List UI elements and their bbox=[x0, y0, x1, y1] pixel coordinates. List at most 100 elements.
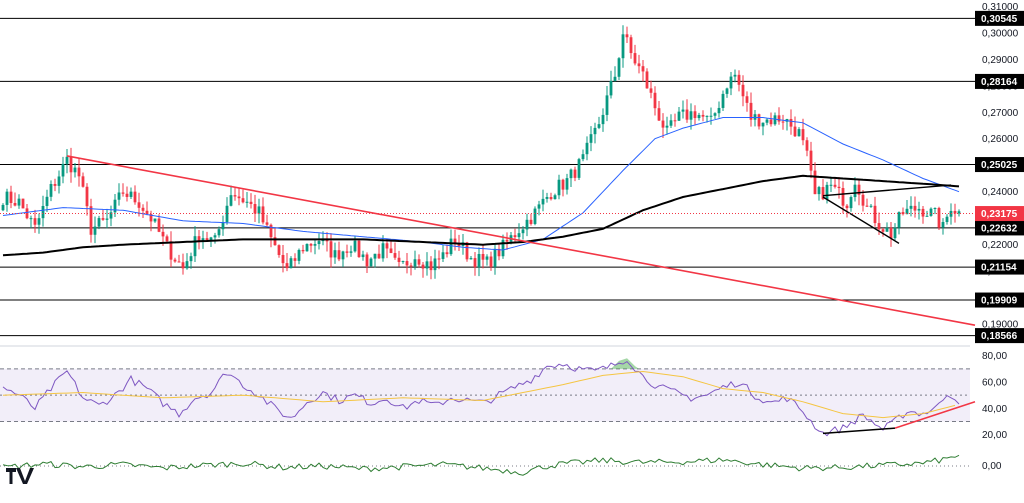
candle-body bbox=[193, 236, 197, 257]
candle bbox=[305, 243, 309, 252]
candle bbox=[813, 162, 817, 195]
candle bbox=[541, 189, 545, 212]
candle-body bbox=[421, 264, 425, 269]
candle bbox=[217, 226, 221, 238]
candle bbox=[557, 174, 561, 200]
candle-body bbox=[925, 215, 929, 217]
candle-body bbox=[861, 194, 865, 206]
candle-body bbox=[881, 229, 885, 232]
candle bbox=[121, 183, 125, 197]
candle-body bbox=[545, 197, 549, 199]
candle bbox=[565, 173, 569, 195]
candle bbox=[597, 116, 601, 130]
candle-body bbox=[481, 253, 485, 260]
candle bbox=[465, 241, 469, 262]
candle bbox=[757, 113, 761, 130]
candle-body bbox=[389, 248, 393, 254]
candle-body bbox=[765, 119, 769, 123]
candle bbox=[513, 228, 517, 243]
candle-body bbox=[201, 238, 205, 242]
candle-body bbox=[397, 257, 401, 263]
candle-body bbox=[77, 167, 81, 177]
candle-body bbox=[209, 237, 213, 241]
candle-body bbox=[629, 37, 633, 54]
candle-body bbox=[593, 127, 597, 135]
candle-body bbox=[897, 212, 901, 228]
oscillator-panel bbox=[0, 454, 970, 476]
candle-body bbox=[833, 184, 837, 187]
candle bbox=[817, 185, 821, 201]
candle bbox=[397, 250, 401, 267]
candle bbox=[41, 195, 45, 227]
candle bbox=[13, 192, 17, 207]
candle-body bbox=[945, 216, 949, 223]
candle bbox=[505, 232, 509, 250]
candle bbox=[741, 75, 745, 107]
candle bbox=[537, 200, 541, 216]
candle-body bbox=[729, 76, 733, 89]
candle bbox=[241, 189, 245, 204]
trendline bbox=[66, 155, 976, 326]
candle-body bbox=[725, 88, 729, 94]
candle bbox=[201, 230, 205, 249]
candle-body bbox=[665, 125, 669, 128]
candle bbox=[761, 122, 765, 136]
candle-body bbox=[793, 126, 797, 137]
y-tick-label: 0,31000 bbox=[982, 2, 1019, 13]
y-tick-label: 0,30000 bbox=[982, 28, 1019, 39]
candle-body bbox=[29, 218, 33, 220]
candle-body bbox=[641, 66, 645, 72]
candle-body bbox=[213, 235, 217, 238]
candle-body bbox=[913, 205, 917, 211]
candle bbox=[617, 57, 621, 81]
candle-body bbox=[153, 218, 157, 222]
candle-body bbox=[849, 197, 853, 209]
candle bbox=[709, 107, 713, 125]
candle bbox=[609, 70, 613, 99]
candle-body bbox=[669, 120, 673, 126]
candle-body bbox=[521, 229, 525, 234]
candle-body bbox=[941, 222, 945, 228]
candle-body bbox=[253, 204, 257, 214]
candle bbox=[809, 141, 813, 179]
candle bbox=[409, 262, 413, 276]
candle bbox=[365, 252, 369, 273]
candle-body bbox=[157, 218, 161, 232]
candle-body bbox=[609, 81, 613, 96]
candle bbox=[29, 215, 33, 229]
current-price-label: 0,23175 bbox=[981, 209, 1018, 220]
candle-body bbox=[789, 118, 793, 127]
candle-body bbox=[469, 258, 473, 260]
candle bbox=[501, 234, 505, 259]
candle-body bbox=[257, 206, 261, 214]
candle-body bbox=[237, 196, 241, 199]
candle-body bbox=[373, 253, 377, 259]
candle bbox=[913, 196, 917, 218]
candle bbox=[189, 252, 193, 269]
rsi-tick-label: 20,00 bbox=[982, 430, 1007, 441]
candle bbox=[477, 247, 481, 277]
candle-body bbox=[425, 261, 429, 269]
candle-body bbox=[197, 236, 201, 242]
candle bbox=[293, 253, 297, 267]
candle bbox=[401, 260, 405, 264]
candle-body bbox=[433, 258, 437, 271]
candle-body bbox=[845, 205, 849, 209]
candle bbox=[49, 180, 53, 202]
level-label: 0,19909 bbox=[981, 296, 1018, 307]
candle bbox=[717, 101, 721, 118]
candle bbox=[197, 229, 201, 250]
y-tick-label: 0,22000 bbox=[982, 240, 1019, 251]
candle-body bbox=[165, 236, 169, 242]
candle bbox=[281, 245, 285, 273]
candle-body bbox=[701, 114, 705, 117]
candle bbox=[273, 227, 277, 246]
candle bbox=[629, 34, 633, 59]
candle-body bbox=[753, 114, 757, 120]
candle bbox=[173, 257, 177, 263]
sma-blue-line bbox=[2, 117, 960, 251]
candle-body bbox=[721, 93, 725, 108]
candle-body bbox=[889, 227, 893, 239]
candle-body bbox=[109, 212, 113, 219]
